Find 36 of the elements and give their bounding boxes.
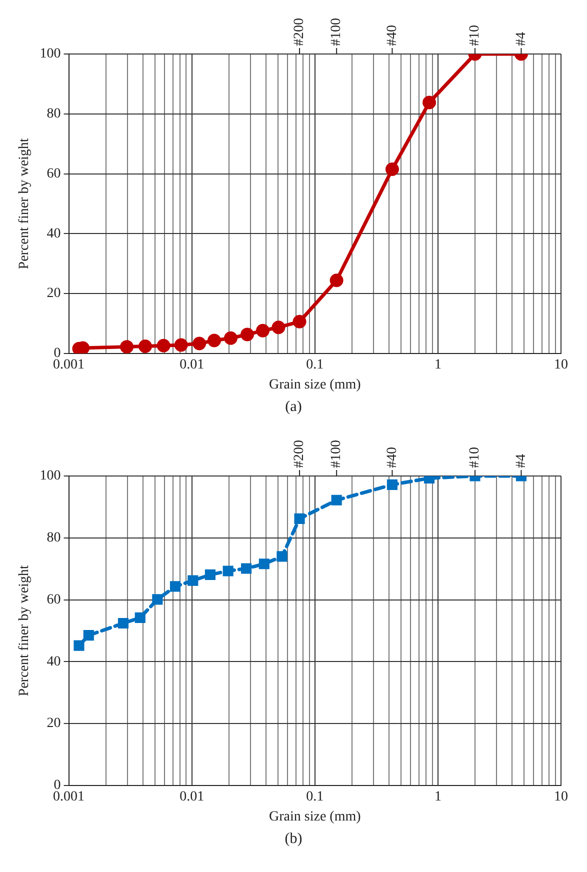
x-tick-label: 0.001 xyxy=(53,357,85,372)
text: (b) xyxy=(284,830,304,849)
x-tick-label: 0.1 xyxy=(306,357,324,372)
y-axis-title: Percent finer by weight xyxy=(17,565,32,696)
annotation: #10 xyxy=(468,25,483,46)
annotation: #200 xyxy=(292,440,308,468)
annotation: #4 xyxy=(514,454,529,468)
y-tick-label: 20 xyxy=(46,286,61,302)
y-tick-label: 20 xyxy=(46,716,61,732)
y-tick-label: 80 xyxy=(46,530,61,546)
y-tick-label: 100 xyxy=(40,468,61,484)
x-tick-label: 0.001 xyxy=(53,789,85,804)
y-tick-label: 80 xyxy=(46,106,61,122)
x-tick-label: 0.1 xyxy=(306,789,324,804)
y-tick-label: 40 xyxy=(46,226,61,242)
x-tick-label: 0.01 xyxy=(180,789,204,804)
y-tick-label: 100 xyxy=(40,46,61,62)
x-tick-label: 1 xyxy=(434,357,442,372)
x-axis-title: Grain size (mm) xyxy=(269,809,362,824)
x-axis-title: Grain size (mm) xyxy=(269,377,362,392)
x-tick-label: 10 xyxy=(554,357,568,372)
annotation: #40 xyxy=(384,447,400,468)
y-axis-title: Percent finer by weight xyxy=(17,138,32,270)
annotation: #10 xyxy=(468,447,483,468)
y-tick-label: 60 xyxy=(46,166,61,182)
annotation: #40 xyxy=(384,25,400,46)
annotation: #100 xyxy=(329,18,344,46)
annotation: #4 xyxy=(514,32,529,46)
y-tick-label: 60 xyxy=(46,592,61,608)
y-tick-label: 40 xyxy=(46,654,61,670)
x-tick-label: 1 xyxy=(434,789,442,804)
text: (a) xyxy=(284,398,303,417)
annotation: #100 xyxy=(329,440,344,468)
x-tick-label: 10 xyxy=(554,789,568,804)
annotation: #200 xyxy=(292,18,308,46)
x-tick-label: 0.01 xyxy=(180,357,204,372)
